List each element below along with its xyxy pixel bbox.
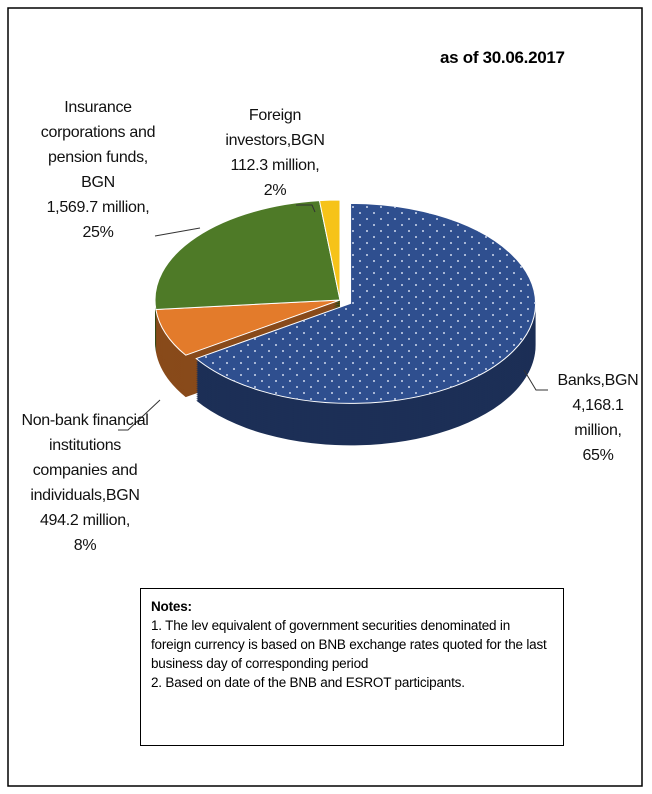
value-label: 112.3 million, xyxy=(230,157,320,174)
value-label: 1,569.7 million, xyxy=(46,199,150,216)
category-label: Non-bank financial institutions companie… xyxy=(21,412,149,504)
frame xyxy=(7,7,643,787)
percent-label: 2% xyxy=(263,182,287,199)
percent-label: 8% xyxy=(73,537,97,554)
value-label: 494.2 million, xyxy=(39,512,131,529)
subtitle: as of 30.06.2017 xyxy=(440,48,565,67)
percent-label: 25% xyxy=(82,224,114,241)
notes-title: Notes: xyxy=(151,599,192,614)
note: 1. The lev equivalent of government secu… xyxy=(151,618,547,671)
pie xyxy=(154,199,537,446)
notes: Notes: 1. The lev equivalent of governme… xyxy=(140,588,564,746)
category-label: Insurance corporations and pension funds… xyxy=(40,99,156,191)
data-label: Banks,BGN 4,168.1 million, 65% xyxy=(548,368,648,468)
category-label: Foreign investors,BGN xyxy=(225,107,325,149)
slice xyxy=(318,199,341,301)
leaders xyxy=(118,204,548,431)
value-label: 4,168.1 million, xyxy=(572,397,624,439)
slice xyxy=(154,200,341,311)
category-label: Banks,BGN xyxy=(557,372,639,389)
percent-label: 65% xyxy=(582,447,614,464)
data-label: Non-bank financial institutions companie… xyxy=(14,408,156,558)
slice-texture xyxy=(196,203,536,404)
data-label: Insurance corporations and pension funds… xyxy=(30,95,166,245)
data-label: Foreign investors,BGN 112.3 million, 2% xyxy=(212,103,338,203)
note: 2. Based on date of the BNB and ESROT pa… xyxy=(151,675,465,690)
